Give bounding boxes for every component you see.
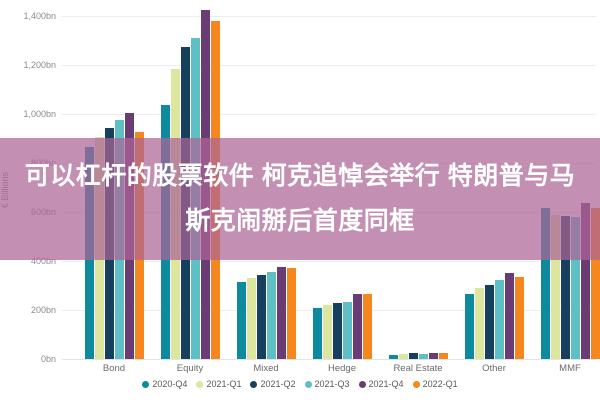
bar-2021-Q4	[505, 273, 514, 359]
bar-2021-Q4	[581, 203, 590, 359]
legend-item-2021-Q2: 2021-Q2	[250, 379, 296, 389]
bar-2021-Q1	[247, 278, 256, 359]
legend-swatch-icon	[358, 380, 366, 388]
y-tick-label: 200bn	[30, 305, 56, 315]
legend-label: 2021-Q4	[368, 379, 404, 389]
bar-group-hedge	[313, 294, 372, 359]
legend-swatch-icon	[250, 380, 258, 388]
bar-2021-Q4	[429, 353, 438, 359]
bar-2021-Q1	[475, 288, 484, 359]
bar-2022-Q1	[515, 277, 524, 359]
legend-item-2021-Q1: 2021-Q1	[196, 379, 241, 389]
gridline	[62, 114, 596, 115]
legend-label: 2021-Q1	[206, 379, 242, 389]
bar-group-mixed	[237, 267, 296, 359]
gridline	[62, 261, 596, 262]
category-label: Other	[482, 363, 506, 374]
bar-group-real-estate	[389, 353, 448, 359]
x-axis-line	[62, 359, 596, 360]
category-label: Bond	[102, 363, 126, 374]
chart-legend: 2020-Q4 2021-Q1 2021-Q2 2021-Q3 2021-Q4 2022-…	[0, 377, 600, 391]
legend-label: 2021-Q2	[260, 379, 296, 389]
bar-2021-Q1	[323, 305, 332, 359]
legend-item-2021-Q4: 2021-Q4	[358, 379, 404, 389]
bar-2022-Q1	[363, 294, 372, 359]
legend-swatch-icon	[142, 380, 150, 388]
legend-swatch-icon	[304, 380, 312, 388]
bar-2021-Q2	[561, 216, 570, 359]
bar-2021-Q1	[399, 354, 408, 359]
headline-banner-overlay: 可以杠杆的股票软件 柯克追悼会举行 特朗普与马 斯克闹掰后首度同框	[0, 138, 600, 260]
bar-2021-Q4	[277, 267, 286, 359]
legend-label: 2020-Q4	[152, 379, 188, 389]
legend-swatch-icon	[412, 380, 420, 388]
bar-2022-Q1	[439, 353, 448, 359]
category-label: Mixed	[253, 363, 279, 374]
bar-2021-Q2	[409, 353, 418, 359]
bar-group-mmf	[541, 203, 600, 359]
legend-label: 2021-Q3	[314, 379, 350, 389]
bar-2021-Q4	[353, 294, 362, 359]
headline-line-2: 斯克闹掰后首度同框	[185, 207, 415, 235]
bar-2020-Q4	[465, 294, 474, 359]
category-label: MMF	[559, 363, 581, 374]
bar-2020-Q4	[237, 282, 246, 359]
legend-label: 2022-Q1	[422, 379, 458, 389]
y-tick-label: 1,000bn	[23, 109, 56, 119]
bar-2021-Q1	[551, 215, 560, 359]
gridline	[62, 65, 596, 66]
bar-2021-Q2	[333, 303, 342, 359]
category-label: Equity	[176, 363, 204, 374]
category-label: Hedge	[328, 363, 356, 374]
y-tick-label: 400bn	[30, 256, 56, 266]
gridline	[62, 16, 596, 17]
bar-2020-Q4	[313, 308, 322, 359]
bar-2022-Q1	[287, 268, 296, 359]
bar-2021-Q3	[267, 272, 276, 359]
bar-2021-Q3	[495, 280, 504, 359]
legend-swatch-icon	[196, 380, 204, 388]
bar-group-other	[465, 273, 524, 359]
legend-item-2020-Q4: 2020-Q4	[142, 379, 187, 389]
bar-2021-Q2	[485, 285, 494, 359]
bar-2021-Q3	[343, 302, 352, 359]
bar-2021-Q3	[571, 217, 580, 359]
y-tick-label: 1,400bn	[23, 11, 56, 21]
headline-line-1: 可以杠杆的股票软件 柯克追悼会举行 特朗普与马	[24, 162, 576, 190]
bar-2021-Q2	[257, 275, 266, 359]
y-tick-label: 0bn	[40, 354, 56, 364]
bar-2020-Q4	[541, 208, 550, 359]
bar-2021-Q3	[419, 354, 428, 359]
legend-item-2022-Q1: 2022-Q1	[412, 379, 458, 389]
bar-2020-Q4	[389, 355, 398, 359]
category-label: Real Estate	[393, 363, 443, 374]
y-tick-label: 1,200bn	[23, 60, 56, 70]
bar-2022-Q1	[591, 208, 600, 359]
legend-item-2021-Q3: 2021-Q3	[304, 379, 350, 389]
